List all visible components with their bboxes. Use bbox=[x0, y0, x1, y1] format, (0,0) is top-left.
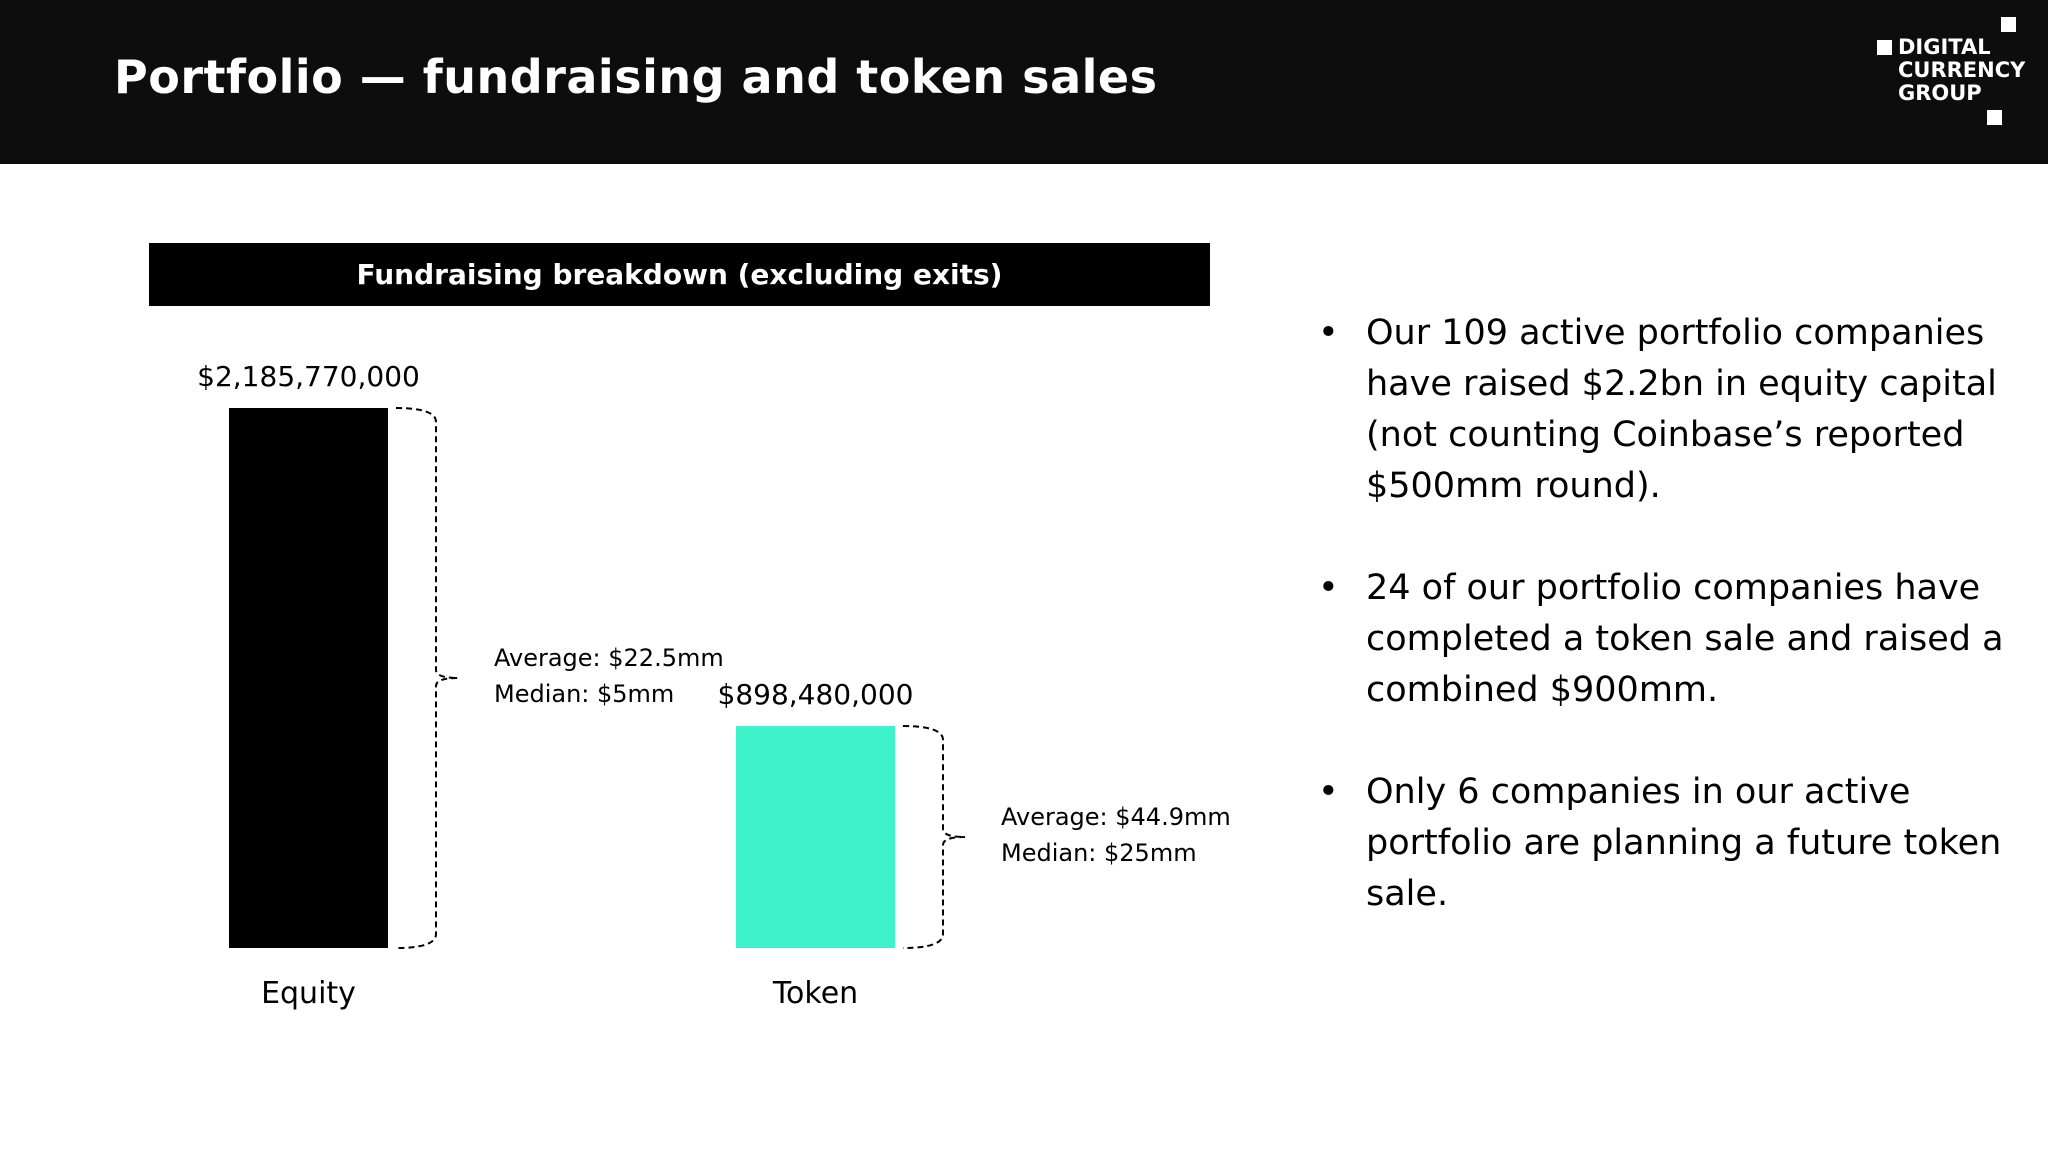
company-logo: DIGITAL CURRENCY GROUP bbox=[1870, 14, 2040, 130]
average-label: Average: $44.9mm bbox=[1001, 803, 1231, 831]
chart-title: Fundraising breakdown (excluding exits) bbox=[149, 243, 1210, 306]
logo-left-square bbox=[1877, 40, 1892, 55]
average-label: Average: $22.5mm bbox=[494, 644, 724, 672]
bullet-item: • 24 of our portfolio companies have com… bbox=[1318, 563, 2018, 716]
logo-bottom-square bbox=[1987, 110, 2002, 125]
bullet-text: Only 6 companies in our active portfolio… bbox=[1366, 772, 2002, 914]
median-label: Median: $5mm bbox=[494, 680, 674, 708]
bullet-item: • Only 6 companies in our active portfol… bbox=[1318, 767, 2018, 920]
bracket bbox=[902, 725, 966, 949]
logo-top-square bbox=[2001, 17, 2016, 32]
logo-line-2: CURRENCY bbox=[1898, 58, 2026, 82]
header-bar: Portfolio — fundraising and token sales … bbox=[0, 0, 2048, 164]
bullet-text: 24 of our portfolio companies have compl… bbox=[1366, 568, 2004, 710]
bullet-dot-icon: • bbox=[1318, 313, 1339, 353]
value-label: $2,185,770,000 bbox=[197, 360, 420, 393]
bullet-dot-icon: • bbox=[1318, 568, 1339, 608]
bullet-list: • Our 109 active portfolio companies hav… bbox=[1318, 308, 2018, 971]
bar-equity bbox=[229, 408, 388, 948]
logo-line-3: GROUP bbox=[1898, 81, 1982, 105]
category-label: Token bbox=[772, 976, 858, 1011]
logo-line-1: DIGITAL bbox=[1898, 35, 1991, 59]
bar-token bbox=[736, 726, 895, 948]
page-title: Portfolio — fundraising and token sales bbox=[114, 50, 1158, 104]
bullet-text: Our 109 active portfolio companies have … bbox=[1366, 313, 1997, 506]
bracket bbox=[395, 407, 459, 949]
category-label: Equity bbox=[261, 976, 356, 1011]
bullet-dot-icon: • bbox=[1318, 772, 1339, 812]
median-label: Median: $25mm bbox=[1001, 839, 1197, 867]
bullet-item: • Our 109 active portfolio companies hav… bbox=[1318, 308, 2018, 512]
value-label: $898,480,000 bbox=[718, 678, 914, 711]
